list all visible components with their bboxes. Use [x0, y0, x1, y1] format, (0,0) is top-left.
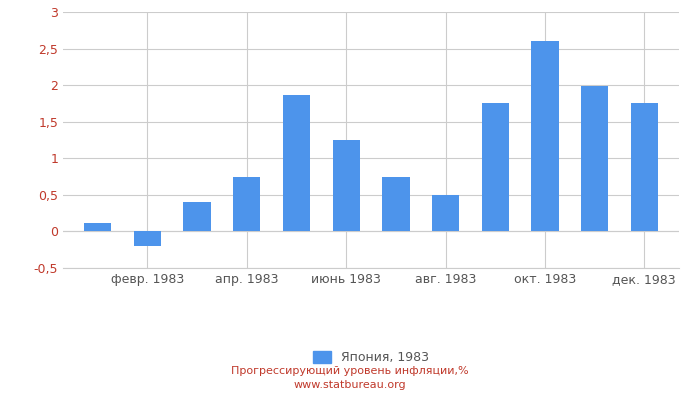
Bar — [482, 104, 509, 232]
Bar — [581, 86, 608, 232]
Bar — [233, 176, 260, 232]
Bar — [283, 95, 310, 232]
Bar — [382, 176, 410, 232]
Bar — [183, 202, 211, 232]
Bar — [531, 41, 559, 232]
Bar — [134, 232, 161, 246]
Bar — [84, 223, 111, 232]
Legend: Япония, 1983: Япония, 1983 — [307, 346, 435, 369]
Bar — [631, 104, 658, 232]
Bar — [332, 140, 360, 232]
Bar — [432, 195, 459, 232]
Text: Прогрессирующий уровень инфляции,%
www.statbureau.org: Прогрессирующий уровень инфляции,% www.s… — [231, 366, 469, 390]
